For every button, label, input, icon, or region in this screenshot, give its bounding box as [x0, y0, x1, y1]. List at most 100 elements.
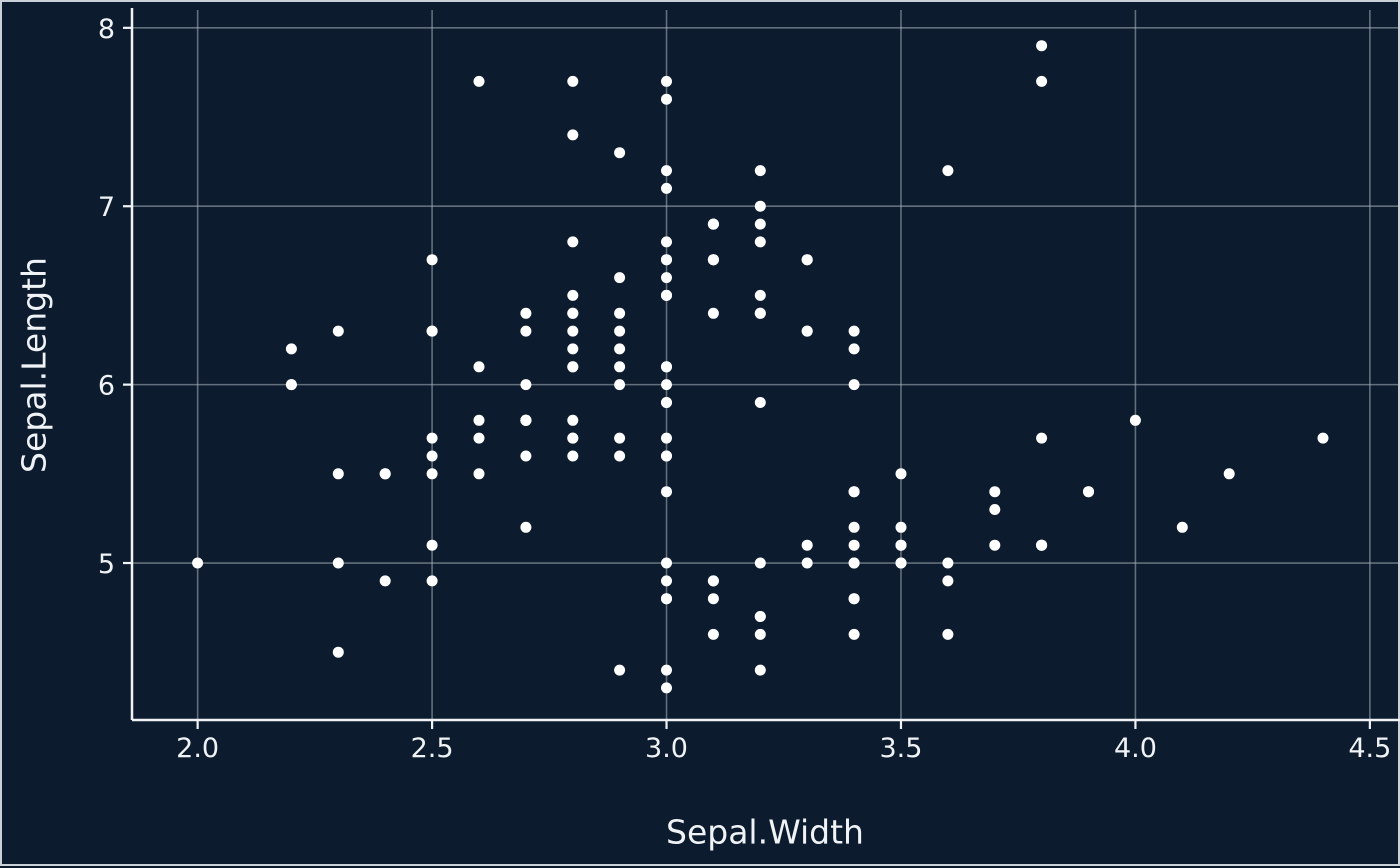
data-point [754, 218, 766, 230]
x-tick-label: 2.0 [176, 733, 219, 764]
data-point [426, 468, 438, 480]
data-point [895, 468, 907, 480]
data-point [754, 165, 766, 177]
data-point [426, 254, 438, 266]
data-point [379, 468, 391, 480]
data-point [754, 557, 766, 569]
data-point [285, 343, 297, 355]
x-axis-title: Sepal.Width [666, 812, 864, 852]
data-point [942, 628, 954, 640]
data-point [754, 611, 766, 622]
data-point [614, 450, 626, 462]
data-point [942, 557, 954, 569]
data-point [567, 325, 579, 337]
data-point [801, 539, 813, 551]
data-point [614, 432, 626, 444]
data-point [661, 93, 672, 105]
x-tick-label: 4.0 [1114, 733, 1157, 764]
data-point [848, 343, 860, 355]
data-point [567, 450, 579, 462]
data-point [520, 450, 532, 462]
data-point [1223, 468, 1235, 480]
data-point [989, 486, 1001, 498]
data-point [754, 289, 766, 301]
data-point [661, 575, 672, 587]
data-point [520, 325, 532, 337]
data-point [285, 379, 297, 391]
data-point [661, 165, 672, 177]
data-point [989, 504, 1001, 515]
data-point [848, 325, 860, 337]
data-point [848, 557, 860, 569]
data-point [567, 307, 579, 319]
data-point [426, 450, 438, 462]
data-point [473, 75, 485, 87]
data-point [754, 236, 766, 248]
data-point [801, 254, 813, 266]
data-point [754, 397, 766, 408]
y-tick-label: 5 [98, 549, 115, 580]
data-point [567, 75, 579, 87]
data-point [661, 593, 672, 605]
data-point [895, 539, 907, 551]
data-point [848, 593, 860, 605]
data-point [379, 575, 391, 587]
data-point [661, 450, 672, 462]
data-point [473, 414, 485, 426]
data-point [661, 432, 672, 444]
data-point [661, 272, 672, 284]
data-point [332, 468, 344, 480]
data-point [801, 325, 813, 337]
data-point [661, 682, 672, 694]
data-point [567, 236, 579, 248]
data-point [1083, 486, 1094, 498]
data-point [707, 218, 719, 230]
data-point [661, 236, 672, 248]
y-tick-label: 6 [98, 371, 115, 402]
x-tick-label: 4.5 [1348, 733, 1391, 764]
data-point [614, 307, 626, 319]
data-point [520, 307, 532, 319]
data-point [1129, 414, 1141, 426]
data-point [661, 397, 672, 408]
data-point [520, 414, 532, 426]
data-point [332, 557, 344, 569]
data-point [614, 272, 626, 284]
y-tick-label: 8 [98, 14, 115, 45]
data-point [707, 593, 719, 605]
data-point [895, 557, 907, 569]
data-point [1176, 521, 1188, 533]
data-point [426, 575, 438, 587]
x-tick-label: 2.5 [411, 733, 454, 764]
data-point [473, 468, 485, 480]
y-axis-title: Sepal.Length [14, 257, 54, 473]
data-point [754, 200, 766, 212]
data-point [661, 379, 672, 391]
data-point [1036, 40, 1048, 52]
data-point [614, 343, 626, 355]
data-point [661, 289, 672, 301]
data-point [848, 486, 860, 498]
data-point [520, 379, 532, 391]
data-point [567, 289, 579, 301]
data-point [614, 361, 626, 373]
data-point [332, 325, 344, 337]
data-point [614, 325, 626, 337]
data-point [192, 557, 204, 569]
data-point [848, 628, 860, 640]
data-point [426, 432, 438, 444]
data-point [754, 307, 766, 319]
data-point [989, 539, 1001, 551]
data-point [754, 628, 766, 640]
data-point [1036, 75, 1048, 87]
data-point [614, 664, 626, 676]
data-point [332, 646, 344, 658]
data-point [1036, 432, 1048, 444]
data-point [520, 521, 532, 533]
data-point [848, 539, 860, 551]
data-point [942, 575, 954, 587]
data-point [426, 325, 438, 337]
data-point [473, 432, 485, 444]
